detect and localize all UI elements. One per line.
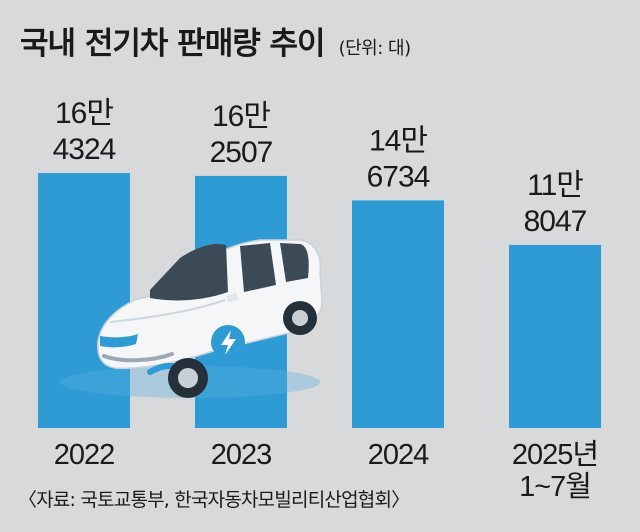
value-label-3-1: 8047: [524, 205, 587, 238]
value-label-2-0: 14만: [369, 124, 427, 157]
category-label-1-0: 2023: [211, 439, 272, 471]
labels-group: 16만4324202216만2507202314만6734202411만8047…: [53, 97, 599, 503]
bar-0: [38, 173, 130, 428]
value-label-0-1: 4324: [53, 133, 116, 166]
category-label-0-0: 2022: [54, 439, 115, 471]
value-label-0-0: 16만: [55, 97, 113, 130]
category-label-3-0: 2025년: [512, 439, 598, 471]
title-row: 국내 전기차 판매량 추이 (단위: 대): [20, 18, 411, 63]
category-label-3-1: 1~7월: [519, 470, 591, 503]
value-label-1-0: 16만: [212, 100, 270, 133]
chart-title: 국내 전기차 판매량 추이: [20, 26, 326, 62]
electric-car-icon: [60, 239, 323, 398]
bar-2: [352, 200, 444, 428]
source-note: 〈자료: 국토교통부, 한국자동차모빌리티산업협회〉: [18, 489, 410, 511]
value-label-3-0: 11만: [527, 169, 583, 202]
bar-3: [509, 244, 601, 428]
value-label-2-1: 6734: [367, 160, 430, 193]
category-label-2-0: 2024: [368, 439, 429, 471]
unit-note: (단위: 대): [338, 38, 412, 59]
value-label-1-1: 2507: [210, 136, 273, 169]
